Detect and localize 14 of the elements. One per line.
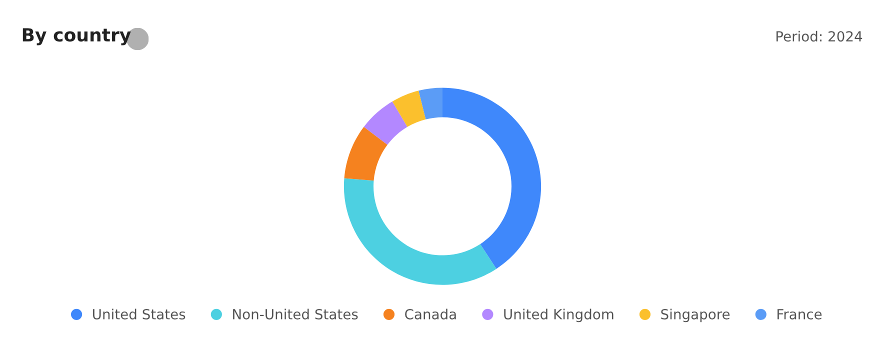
legend-label: France [778, 309, 822, 320]
legend-label: United States [93, 308, 186, 320]
donut-slice [344, 126, 388, 181]
donut-slice [364, 101, 408, 145]
donut-slice [418, 88, 442, 120]
chart-title: By country [22, 28, 131, 46]
donut-slice [442, 88, 542, 269]
legend-label: United Kingdom [504, 308, 614, 322]
chart-subtitle: Period: 2024 [776, 30, 862, 42]
donut-slice [344, 178, 496, 285]
legend-label: Non-United States [233, 308, 358, 320]
legend-label: Singapore [661, 308, 730, 322]
donut-slice [392, 90, 426, 127]
legend-label: Canada [405, 308, 456, 320]
